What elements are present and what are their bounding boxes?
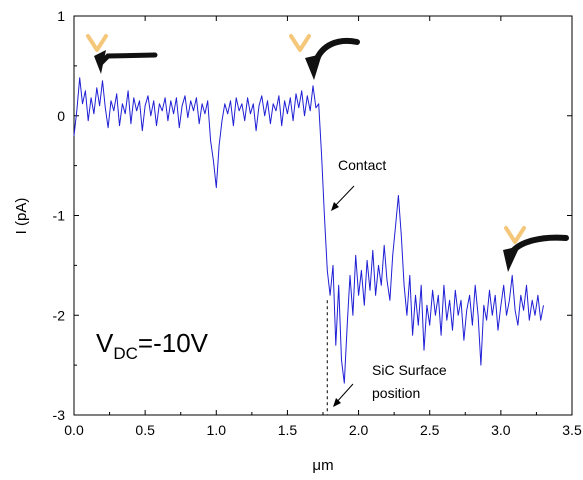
tip-indicators bbox=[86, 34, 569, 272]
surface-arrowhead-icon bbox=[333, 398, 341, 407]
cantilever-retract-arrowhead-icon bbox=[503, 246, 520, 272]
y-axis-title: I (pA) bbox=[13, 198, 30, 235]
ticks bbox=[73, 15, 573, 416]
y-tick-label: 1 bbox=[57, 8, 65, 24]
cantilever-arrowhead-icon bbox=[94, 50, 106, 74]
cantilever-bent-arrowhead-icon bbox=[305, 54, 322, 80]
x-axis-title: μm bbox=[312, 457, 333, 474]
series bbox=[73, 77, 544, 384]
x-tick-label: 0.0 bbox=[64, 422, 84, 438]
y-tick-label: -1 bbox=[53, 208, 66, 224]
vdc-subscript: DC bbox=[113, 344, 138, 363]
x-tick-label: 3.5 bbox=[562, 422, 582, 438]
x-tick-label: 2.5 bbox=[420, 422, 440, 438]
cantilever-bent-icon bbox=[313, 38, 360, 64]
afm-tip-icon bbox=[504, 226, 526, 244]
vdc-value: =-10V bbox=[138, 328, 209, 358]
vdc-main: V bbox=[96, 328, 114, 358]
x-tick-label: 1.5 bbox=[278, 422, 298, 438]
y-tick-label: -3 bbox=[53, 407, 66, 423]
y-tick-label: -2 bbox=[53, 307, 66, 323]
annotations: Contact SiC Surface position VDC=-10V bbox=[96, 157, 447, 415]
vdc-label: VDC=-10V bbox=[96, 328, 209, 363]
afm-tip-icon bbox=[86, 34, 108, 52]
surface-label-line1: SiC Surface bbox=[372, 362, 447, 378]
cantilever-icon bbox=[98, 52, 158, 66]
series-line bbox=[73, 77, 544, 384]
x-tick-label: 3.0 bbox=[491, 422, 511, 438]
cantilever-retract-icon bbox=[509, 234, 569, 255]
contact-arrow bbox=[332, 185, 355, 209]
contact-label: Contact bbox=[338, 157, 386, 173]
surface-label-line2: position bbox=[372, 385, 420, 401]
y-tick-label: 0 bbox=[57, 108, 65, 124]
x-tick-label: 1.0 bbox=[207, 422, 227, 438]
contact-arrowhead-icon bbox=[331, 202, 339, 211]
afm-tip-icon bbox=[289, 34, 311, 52]
x-tick-label: 0.5 bbox=[135, 422, 155, 438]
tick-labels: 0.0 0.5 1.0 1.5 2.0 2.5 3.0 3.5 -3 -2 -1 0 1 bbox=[53, 8, 582, 438]
x-tick-label: 2.0 bbox=[349, 422, 369, 438]
